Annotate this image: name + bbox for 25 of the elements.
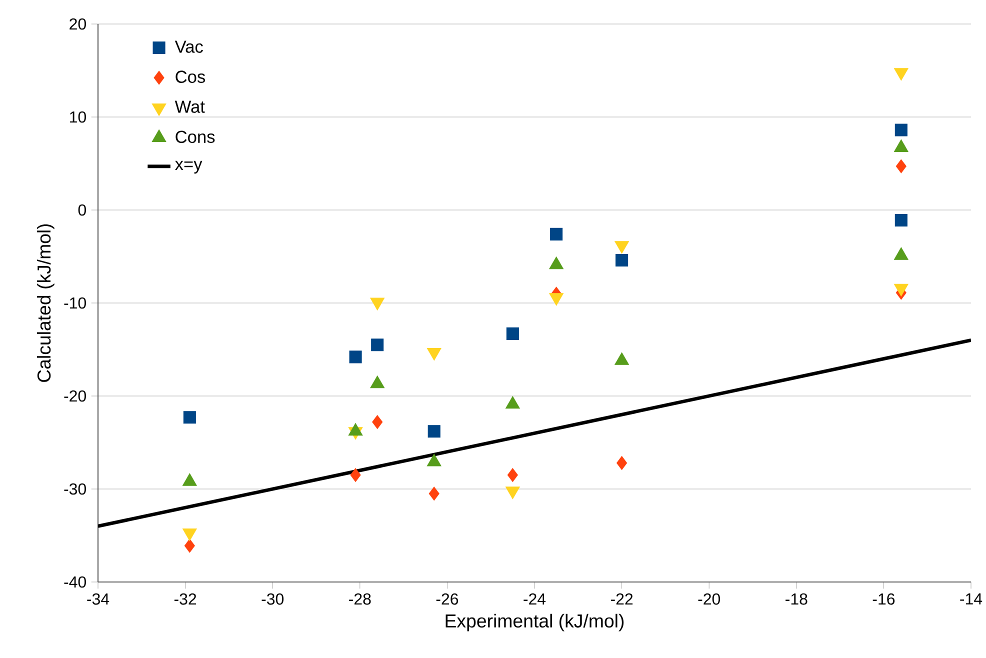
legend-label: Cons — [176, 130, 215, 143]
y-tick-label: -20 — [64, 390, 86, 402]
y-tick-label: -10 — [64, 297, 86, 309]
legend-label: Wat — [174, 100, 205, 113]
x-tick-label: -22 — [610, 593, 633, 605]
y-tick-label: 20 — [70, 18, 86, 30]
x-tick-label: -30 — [262, 593, 284, 605]
x-tick-label: -16 — [872, 593, 895, 605]
x-tick-label: -26 — [436, 593, 458, 605]
x-tick-label: -18 — [786, 593, 808, 605]
legend-label: Vac — [174, 40, 203, 53]
x-tick-label: -24 — [524, 593, 546, 605]
y-tick-label: -40 — [64, 576, 86, 588]
y-tick-label: 10 — [70, 111, 86, 123]
x-tick-label: -32 — [174, 593, 196, 605]
y-tick-label: 0 — [78, 204, 86, 216]
legend-label: Cos — [176, 70, 206, 83]
x-tick-label: -20 — [698, 593, 720, 605]
legend-label: x=y — [175, 160, 202, 174]
x-axis-title: Experimental (kJ/mol) — [446, 614, 624, 632]
x-tick-label: -28 — [349, 593, 371, 605]
x-tick-label: -34 — [87, 593, 110, 605]
y-tick-label: -30 — [64, 483, 86, 495]
x-tick-label: -14 — [960, 593, 982, 604]
y-axis-title: Calculated (kJ/mol) — [36, 224, 54, 382]
